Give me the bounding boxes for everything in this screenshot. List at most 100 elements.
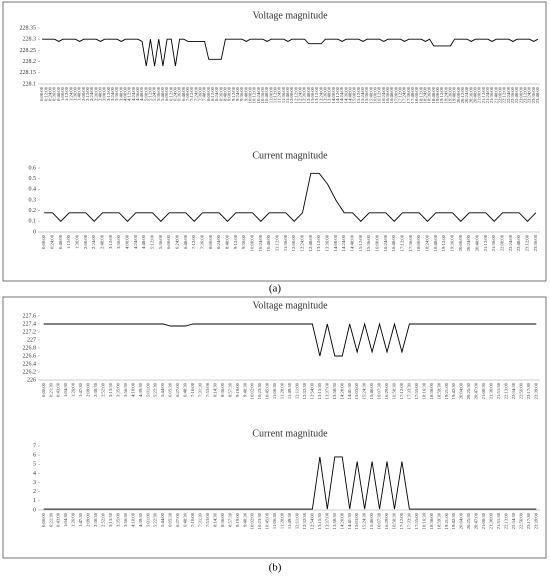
x-tick-label: 8:48:00 (225, 234, 230, 249)
chart-title: Voltage magnitude (252, 10, 328, 21)
x-tick-label: 4:48:00 (141, 234, 146, 249)
x-tick-label: 10:45:00 (265, 382, 270, 399)
x-tick-label: 11:06:30 (272, 512, 277, 529)
x-tick-label: 14:24:00 (341, 234, 346, 251)
x-tick-label: 12:11:00 (295, 512, 300, 529)
x-tick-label: 7:24:00 (193, 86, 198, 101)
x-tick-label: 12:48:00 (306, 86, 311, 103)
x-tick-label: 19:21:00 (444, 512, 449, 529)
x-tick-label: 1:47:30 (78, 512, 83, 527)
x-tick-label: 15:12:00 (358, 234, 363, 251)
y-tick-label: 2 (33, 489, 36, 495)
x-tick-label: 6:48:30 (183, 382, 188, 397)
x-tick-label: 3:24:00 (110, 86, 115, 101)
y-tick-label: 0 (33, 507, 36, 513)
x-tick-label: 8:36:00 (220, 382, 225, 397)
x-tick-label: 15:24:30 (362, 512, 367, 529)
x-tick-label: 2:30:30 (93, 512, 98, 527)
x-tick-label: 19:24:00 (443, 86, 448, 103)
x-tick-label: 12:00:00 (289, 86, 294, 103)
x-tick-label: 11:06:30 (272, 382, 277, 399)
x-tick-label: 17:48:00 (410, 86, 415, 103)
x-tick-label: 19:36:00 (447, 86, 452, 103)
x-tick-label: 4:00:00 (125, 234, 130, 249)
y-tick-label: 0.1 (29, 219, 37, 225)
x-tick-label: 14:20:00 (339, 382, 344, 399)
x-tick-label: 20:04:00 (459, 512, 464, 529)
x-tick-label: 18:59:30 (436, 382, 441, 399)
x-tick-label: 9:36:00 (239, 86, 244, 101)
x-tick-label: 10:24:00 (258, 234, 263, 251)
x-tick-label: 1:12:00 (66, 234, 71, 249)
x-tick-label: 14:41:30 (347, 512, 352, 529)
x-tick-label: 14:48:00 (350, 234, 355, 251)
y-tick-label: 0.2 (29, 208, 37, 214)
x-tick-label: 0:00:00 (41, 512, 46, 527)
x-tick-label: 20:48:00 (475, 234, 480, 251)
chart-title: Voltage magnitude (252, 300, 328, 311)
x-tick-label: 1:12:00 (64, 86, 69, 101)
x-tick-label: 0:00:00 (39, 86, 44, 101)
x-tick-label: 16:24:00 (381, 86, 386, 103)
x-tick-label: 18:38:00 (429, 382, 434, 399)
x-tick-label: 22:00:00 (497, 86, 502, 103)
x-tick-label: 7:31:30 (198, 382, 203, 397)
x-tick-label: 5:22:30 (153, 382, 158, 397)
x-tick-label: 17:12:00 (397, 86, 402, 103)
x-tick-label: 3:00:00 (102, 86, 107, 101)
x-tick-label: 5:12:00 (150, 234, 155, 249)
x-tick-label: 4:48:00 (139, 86, 144, 101)
x-tick-label: 19:48:00 (452, 86, 457, 103)
x-tick-label: 12:54:00 (309, 382, 314, 399)
x-tick-label: 20:36:00 (468, 86, 473, 103)
x-tick-label: 10:48:00 (264, 86, 269, 103)
x-tick-label: 7:00:00 (185, 86, 190, 101)
x-tick-label: 2:36:00 (93, 86, 98, 101)
x-tick-label: 21:51:30 (496, 382, 501, 399)
x-tick-label: 1:04:30 (63, 382, 68, 397)
line (43, 456, 537, 510)
x-tick-label: 13:24:00 (318, 86, 323, 103)
y-tick-label: 6 (33, 453, 36, 459)
x-tick-label: 3:13:30 (108, 512, 113, 527)
x-tick-label: 8:57:30 (227, 512, 232, 527)
x-tick-label: 2:00:00 (81, 86, 86, 101)
y-tick-label: 228.35 (20, 25, 37, 31)
x-tick-label: 6:27:00 (175, 382, 180, 397)
x-tick-label: 2:52:00 (100, 382, 105, 397)
x-tick-label: 7:12:00 (189, 86, 194, 101)
y-tick-label: 5 (33, 462, 36, 468)
x-tick-label: 19:42:30 (451, 382, 456, 399)
x-tick-label: 5:01:00 (145, 382, 150, 397)
x-tick-label: 13:12:00 (316, 234, 321, 251)
x-tick-label: 4:36:00 (135, 86, 140, 101)
x-tick-label: 18:12:00 (418, 86, 423, 103)
x-tick-label: 17:00:00 (393, 86, 398, 103)
x-tick-label: 4:39:30 (138, 512, 143, 527)
x-tick-label: 21:08:30 (481, 512, 486, 529)
x-tick-label: 13:58:30 (332, 382, 337, 399)
y-tick-label: 228.3 (23, 37, 37, 43)
x-tick-label: 0:00:00 (41, 382, 46, 397)
panel-frame (2, 296, 547, 559)
x-tick-label: 17:24:00 (402, 86, 407, 103)
x-tick-label: 3:12:00 (106, 86, 111, 101)
x-tick-label: 17:33:30 (406, 512, 411, 529)
x-tick-label: 21:00:00 (477, 86, 482, 103)
x-tick-label: 5:44:00 (160, 512, 165, 527)
x-tick-label: 22:24:00 (508, 234, 513, 251)
x-tick-label: 15:03:00 (354, 382, 359, 399)
x-tick-label: 16:48:00 (389, 86, 394, 103)
x-tick-label: 17:55:00 (414, 512, 419, 529)
x-tick-label: 16:07:30 (377, 382, 382, 399)
x-tick-label: 18:00:00 (416, 234, 421, 251)
x-tick-label: 8:14:30 (212, 512, 217, 527)
x-tick-label: 11:12:00 (275, 234, 280, 251)
x-tick-label: 10:24:00 (256, 86, 261, 103)
x-tick-label: 2:09:00 (86, 382, 91, 397)
x-tick-label: 12:24:00 (300, 234, 305, 251)
x-tick-label: 5:36:00 (156, 86, 161, 101)
x-tick-label: 21:08:30 (481, 382, 486, 399)
x-tick-label: 14:48:00 (347, 86, 352, 103)
x-tick-label: 13:15:30 (317, 382, 322, 399)
